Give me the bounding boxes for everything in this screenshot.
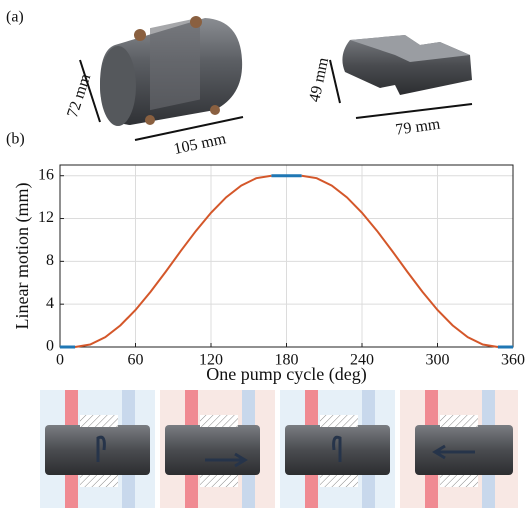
y-tick-label: 8 (46, 252, 54, 269)
chart: 0 4 8 12 16 0 60 120 180 240 300 360 One pump cycle … (12, 164, 525, 385)
y-axis-label: Linear motion (mm) (12, 183, 33, 330)
x-tick-label: 60 (128, 352, 144, 369)
piston-model (342, 35, 472, 95)
x-tick-label: 120 (199, 352, 223, 369)
dimension-label: 49 mm (306, 56, 332, 104)
cycle-diagrams (40, 390, 518, 508)
panel-label: (b) (6, 131, 25, 148)
y-tick-label: 12 (38, 209, 54, 226)
x-axis-label: One pump cycle (deg) (206, 364, 366, 385)
x-tick-label: 300 (426, 352, 450, 369)
y-tick-label: 4 (46, 295, 54, 312)
x-tick-label: 0 (56, 352, 64, 369)
dimension-label: 79 mm (394, 116, 441, 139)
data-line (60, 174, 513, 349)
pump-model (100, 16, 243, 126)
y-tick-label: 16 (38, 166, 54, 183)
dimension-arrow (355, 103, 473, 119)
data-line (74, 174, 499, 348)
dimension-label: 72 mm (64, 71, 94, 119)
dimension-arrow (134, 116, 244, 141)
plot-frame (59, 164, 514, 348)
x-tick-label: 360 (501, 352, 525, 369)
x-tick-label: 180 (275, 352, 299, 369)
panel-label: (a) (6, 9, 24, 26)
y-tick-label: 0 (46, 338, 54, 355)
dimension-label: 105 mm (172, 130, 228, 158)
dimension-arrow (329, 59, 341, 104)
x-tick-label: 240 (350, 352, 374, 369)
dimension-arrow (79, 59, 101, 123)
